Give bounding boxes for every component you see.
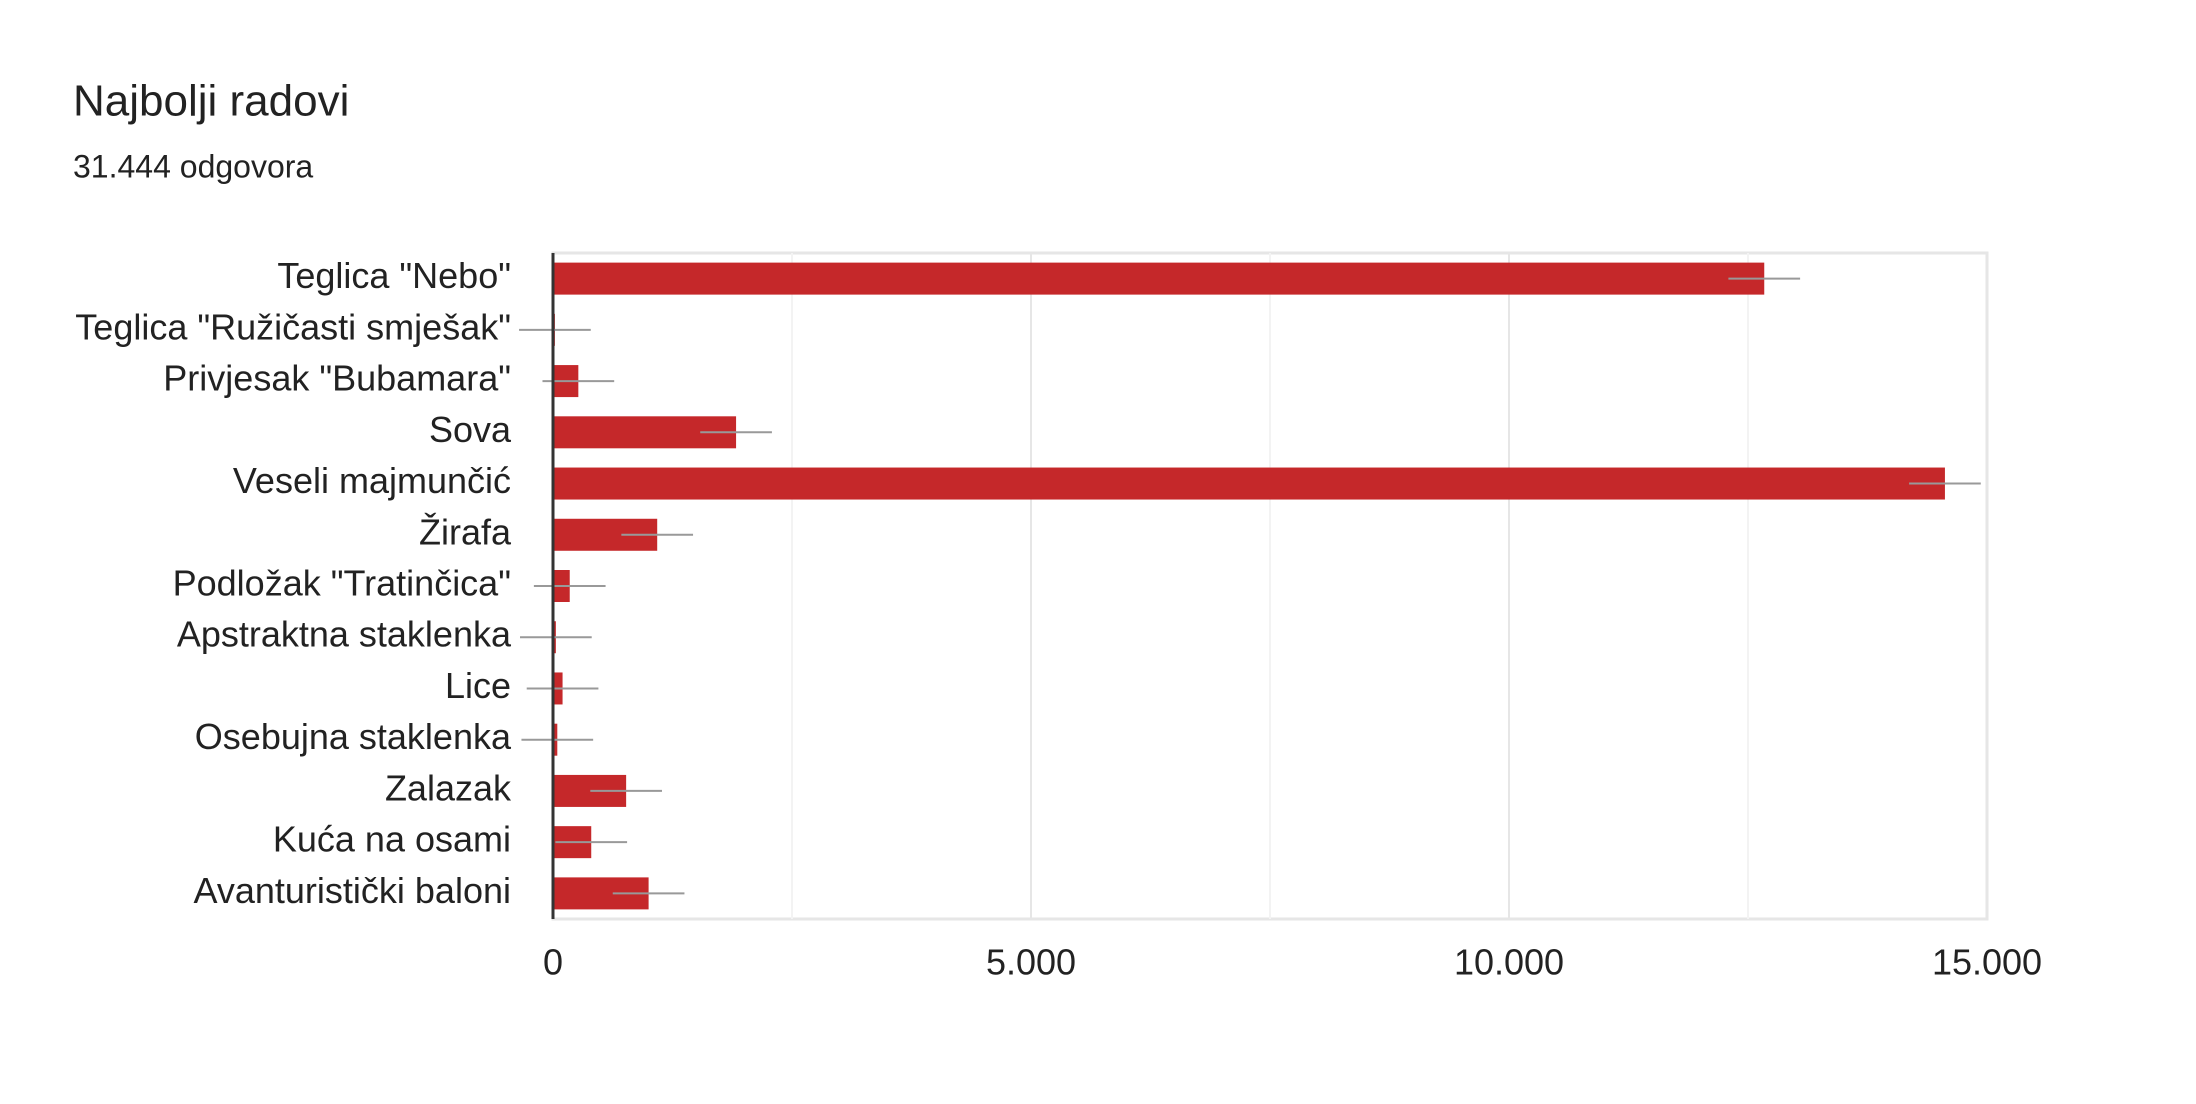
- y-tick-label: Apstraktna staklenka: [177, 614, 512, 655]
- y-tick-label: Sova: [429, 409, 512, 450]
- y-tick-label: Žirafa: [419, 511, 512, 552]
- chart-subtitle: 31.444 odgovora: [73, 148, 313, 184]
- bar: [553, 467, 1945, 500]
- y-tick-label: Osebujna staklenka: [195, 716, 512, 757]
- y-tick-label: Lice: [445, 665, 511, 706]
- y-tick-label: Podložak "Tratinčica": [173, 563, 511, 604]
- y-tick-label: Kuća na osami: [273, 819, 511, 860]
- x-tick-label: 5.000: [986, 942, 1076, 983]
- x-tick-label: 15.000: [1932, 942, 2042, 983]
- x-tick-label: 0: [543, 942, 563, 983]
- y-tick-label: Privjesak "Bubamara": [163, 358, 511, 399]
- y-tick-label: Avanturistički baloni: [194, 870, 512, 911]
- bar: [553, 262, 1765, 295]
- y-tick-label: Teglica "Nebo": [277, 255, 511, 296]
- y-tick-label: Teglica "Ružičasti smješak": [75, 306, 511, 347]
- y-tick-label: Zalazak: [385, 767, 512, 808]
- x-tick-label: 10.000: [1454, 942, 1564, 983]
- chart-title: Najbolji radovi: [73, 77, 349, 126]
- y-tick-label: Veseli majmunčić: [233, 460, 511, 501]
